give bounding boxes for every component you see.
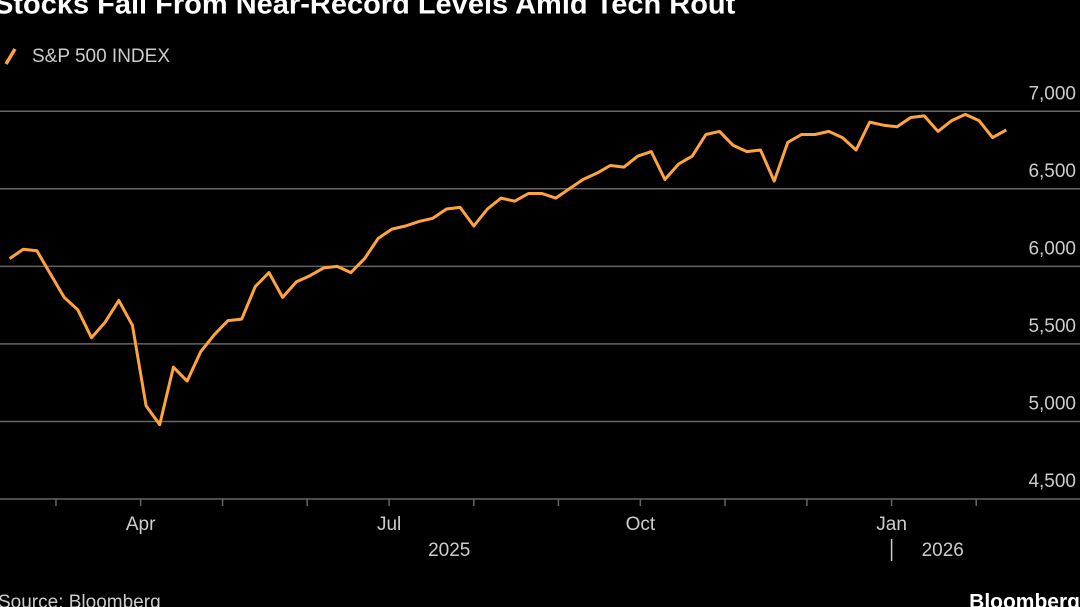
y-tick-label: 4,500 <box>1028 471 1076 492</box>
x-tick-label: Oct <box>626 514 656 535</box>
x-tick-label: Jan <box>876 514 907 535</box>
chart-title: Stocks Fall From Near-Record Levels Amid… <box>0 0 736 21</box>
legend-swatch <box>4 48 17 65</box>
x-tick-label: Apr <box>126 514 156 535</box>
y-tick-label: 5,500 <box>1028 316 1076 337</box>
y-tick-label: 6,000 <box>1028 238 1076 259</box>
year-label: 2026 <box>922 540 964 561</box>
year-label: 2025 <box>428 540 470 561</box>
y-tick-label: 5,000 <box>1028 393 1076 414</box>
y-tick-label: 6,500 <box>1028 161 1076 182</box>
series-line <box>8 112 1008 427</box>
x-tick-label: Jul <box>377 514 401 535</box>
legend-label: S&P 500 INDEX <box>32 46 170 67</box>
y-tick-label: 7,000 <box>1028 83 1076 104</box>
brand: Bloomberg <box>969 591 1080 607</box>
source: Source: Bloomberg <box>0 592 161 607</box>
